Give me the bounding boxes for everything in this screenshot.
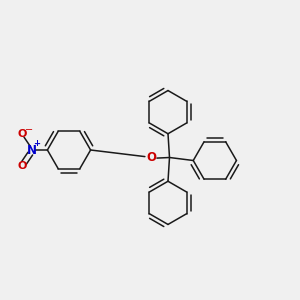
Text: O: O — [146, 151, 157, 164]
Text: O: O — [17, 129, 27, 139]
Text: N: N — [27, 143, 37, 157]
Text: −: − — [25, 125, 33, 136]
Text: O: O — [17, 161, 27, 171]
Text: +: + — [33, 139, 40, 148]
